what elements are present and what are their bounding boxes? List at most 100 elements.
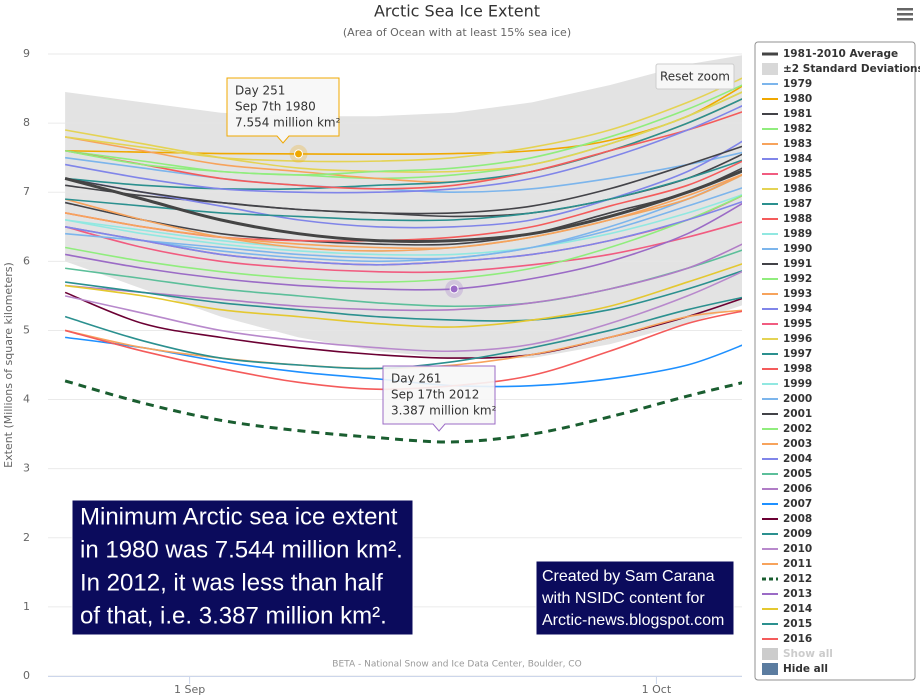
legend-label[interactable]: 2008	[783, 513, 812, 525]
legend-item[interactable]: 2011	[762, 558, 812, 570]
series-line	[65, 270, 742, 322]
legend-label[interactable]: 1992	[783, 273, 812, 285]
legend-item[interactable]: 2005	[762, 468, 812, 480]
legend-label[interactable]: 1993	[783, 288, 812, 300]
legend-label[interactable]: 2004	[783, 453, 812, 465]
legend-item[interactable]: 1983	[762, 138, 812, 150]
legend-item[interactable]: 1980	[762, 93, 812, 105]
legend-label[interactable]: 1986	[783, 183, 812, 195]
legend-item[interactable]: 1986	[762, 183, 812, 195]
legend-item[interactable]: 1992	[762, 273, 812, 285]
legend-label[interactable]: 1995	[783, 318, 812, 330]
legend-label[interactable]: 1987	[783, 198, 812, 210]
legend-item[interactable]: 1989	[762, 228, 812, 240]
legend-item[interactable]: 2014	[762, 603, 812, 615]
hide-all-button[interactable]: Hide all	[783, 663, 828, 675]
menu-bar[interactable]	[897, 13, 913, 16]
legend-label[interactable]: 2003	[783, 438, 812, 450]
menu-icon[interactable]	[897, 8, 913, 21]
legend-item[interactable]: 2004	[762, 453, 812, 465]
legend-item[interactable]: 1981	[762, 108, 812, 120]
tooltip-box	[226, 77, 340, 144]
tooltip-box	[382, 365, 496, 432]
legend-item[interactable]: 1985	[762, 168, 812, 180]
series-line	[64, 174, 742, 250]
legend-item[interactable]: 1990	[762, 243, 812, 255]
legend-symbol[interactable]	[762, 63, 778, 75]
legend-item[interactable]: 1994	[762, 303, 812, 315]
legend-label[interactable]: 2005	[783, 468, 812, 480]
legend-label[interactable]: 2014	[783, 603, 812, 615]
legend-item[interactable]: 1982	[762, 123, 812, 135]
legend-item[interactable]: 1995	[762, 318, 812, 330]
legend-label[interactable]: 2009	[783, 528, 812, 540]
legend-label[interactable]: 2016	[783, 633, 812, 645]
legend-item[interactable]: 2010	[762, 543, 812, 555]
legend-item[interactable]: 1987	[762, 198, 812, 210]
legend-item[interactable]: 1998	[762, 363, 812, 375]
legend-item[interactable]: 1984	[762, 153, 812, 165]
legend-item[interactable]: 1988	[762, 213, 812, 225]
hide-all-symbol[interactable]	[762, 663, 778, 675]
legend-label[interactable]: 2002	[783, 423, 812, 435]
legend-label[interactable]: 1999	[783, 378, 812, 390]
legend-item[interactable]: 2013	[762, 588, 812, 600]
legend-item[interactable]: 1993	[762, 288, 812, 300]
legend-item[interactable]: 2001	[762, 408, 812, 420]
legend-label[interactable]: 1988	[783, 213, 812, 225]
legend-label[interactable]: 2007	[783, 498, 812, 510]
legend-item[interactable]: 1999	[762, 378, 812, 390]
legend-label[interactable]: 1994	[783, 303, 812, 315]
series-line	[64, 200, 742, 266]
legend-item[interactable]: 2009	[762, 528, 812, 540]
legend-item[interactable]: 1996	[762, 333, 812, 345]
legend-label[interactable]: 2012	[783, 573, 812, 585]
legend-label[interactable]: 1981	[783, 108, 812, 120]
legend-label[interactable]: ±2 Standard Deviations	[783, 63, 920, 75]
legend-item[interactable]: 2015	[762, 618, 812, 630]
legend-label[interactable]: 1989	[783, 228, 812, 240]
x-tick-label: 1 Sep	[174, 683, 205, 696]
legend-label[interactable]: 1990	[783, 243, 812, 255]
legend-label[interactable]: 1998	[783, 363, 812, 375]
legend-label[interactable]: 2015	[783, 618, 812, 630]
legend-label[interactable]: 1982	[783, 123, 812, 135]
legend-item[interactable]: 2006	[762, 483, 812, 495]
reset-zoom-button[interactable]	[655, 63, 735, 90]
legend-label[interactable]: 2010	[783, 543, 812, 555]
legend-label[interactable]: 2011	[783, 558, 812, 570]
tooltip-line: 7.554 million km²	[235, 116, 341, 130]
show-all-button[interactable]: Show all	[783, 648, 833, 660]
legend-item[interactable]: 2007	[762, 498, 812, 510]
legend-item[interactable]: 2003	[762, 438, 812, 450]
legend-item[interactable]: 2000	[762, 393, 812, 405]
legend-item[interactable]: 2002	[762, 423, 812, 435]
legend-label[interactable]: 1997	[783, 348, 812, 360]
legend-label[interactable]: 1981-2010 Average	[783, 48, 898, 60]
legend-label[interactable]: 2001	[783, 408, 812, 420]
legend-label[interactable]: 2013	[783, 588, 812, 600]
legend-item[interactable]: 1979	[762, 78, 812, 90]
legend-label[interactable]: 1980	[783, 93, 812, 105]
legend-label[interactable]: 1985	[783, 168, 812, 180]
menu-bar[interactable]	[897, 8, 913, 11]
legend-item[interactable]: 2008	[762, 513, 812, 525]
legend-label[interactable]: 1984	[783, 153, 812, 165]
legend-label[interactable]: 2000	[783, 393, 812, 405]
legend-item[interactable]: 1981-2010 Average	[762, 48, 898, 60]
legend-label[interactable]: 1979	[783, 78, 812, 90]
legend-item[interactable]: 1991	[762, 258, 812, 270]
tooltip-line: 3.387 million km²	[391, 404, 497, 418]
legend-item[interactable]: 2012	[762, 573, 812, 585]
note-line: Minimum Arctic sea ice extent	[80, 503, 398, 530]
legend-item[interactable]: ±2 Standard Deviations	[762, 63, 920, 75]
legend-label[interactable]: 2006	[783, 483, 812, 495]
legend-label[interactable]: 1983	[783, 138, 812, 150]
legend-item[interactable]: 1997	[762, 348, 812, 360]
legend-label[interactable]: 1991	[783, 258, 812, 270]
legend-label[interactable]: 1996	[783, 333, 812, 345]
menu-bar[interactable]	[897, 18, 913, 21]
legend-item[interactable]: 2016	[762, 633, 812, 645]
show-all-symbol[interactable]	[762, 648, 778, 660]
reset-zoom-label[interactable]: Reset zoom	[660, 70, 730, 84]
